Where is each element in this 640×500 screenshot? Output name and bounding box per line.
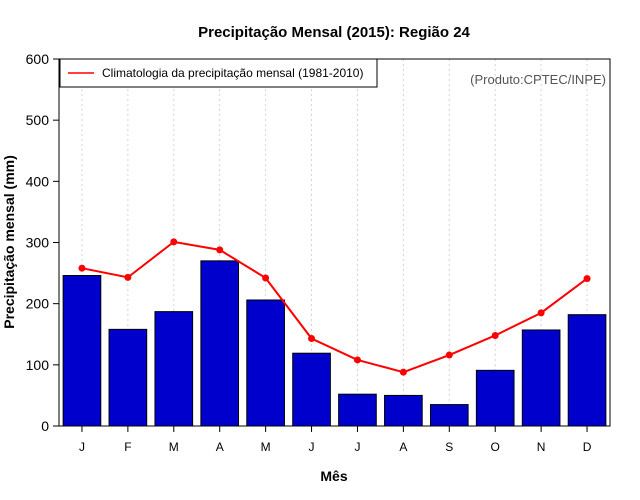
bar [108, 328, 148, 427]
x-tick-label: D [583, 440, 592, 454]
legend-label: Climatologia da precipitação mensal (198… [102, 66, 363, 80]
x-axis-label: Mês [320, 468, 347, 484]
climatology-point [399, 368, 407, 376]
x-tick-label: F [124, 440, 131, 454]
bar [154, 311, 194, 427]
chart-title: Precipitação Mensal (2015): Região 24 [198, 24, 470, 41]
credit-text: (Produto:CPTEC/INPE) [470, 72, 606, 87]
climatology-line [78, 238, 591, 376]
x-tick-label: A [399, 440, 407, 454]
y-axis-label: Precipitação mensal (mm) [1, 155, 17, 329]
y-tick-label: 300 [26, 235, 50, 251]
x-tick-label: M [261, 440, 271, 454]
climatology-point [170, 238, 178, 246]
climatology-point [583, 275, 591, 283]
bar [567, 314, 607, 427]
x-tick-label: J [354, 440, 360, 454]
climatology-point [124, 273, 132, 281]
climatology-point [445, 351, 453, 359]
y-tick-label: 600 [26, 51, 50, 67]
y-axis: 0 100 200 300 400 500 600 [26, 51, 59, 434]
climatology-point [262, 274, 270, 282]
y-tick-label: 500 [26, 112, 50, 128]
x-tick-label: J [309, 440, 315, 454]
bar [338, 393, 377, 427]
x-tick-label: J [79, 440, 85, 454]
x-tick-label: N [537, 440, 546, 454]
x-tick-label: S [445, 440, 453, 454]
y-tick-label: 400 [26, 173, 50, 189]
y-tick-label: 200 [26, 296, 50, 312]
bar [429, 404, 469, 427]
x-tick-label: M [169, 440, 179, 454]
climatology-point [308, 335, 316, 343]
climatology-point [491, 331, 499, 339]
x-tick-label: A [216, 440, 224, 454]
bar [292, 352, 331, 427]
y-tick-label: 100 [26, 357, 50, 373]
legend: Climatologia da precipitação mensal (198… [59, 58, 378, 88]
climatology-point [537, 309, 545, 317]
bar [246, 299, 285, 427]
climatology-point [216, 246, 224, 254]
climatology-series-line [81, 240, 588, 374]
climatology-point [78, 264, 86, 272]
x-tick-label: O [491, 440, 500, 454]
y-tick-label: 0 [41, 418, 49, 434]
bar [384, 394, 423, 427]
bar [62, 275, 102, 427]
climatology-point [353, 356, 361, 364]
legend-box [59, 58, 378, 88]
precipitation-bars [62, 260, 607, 427]
bar [200, 260, 240, 427]
bar [475, 369, 515, 427]
bar [521, 329, 561, 427]
